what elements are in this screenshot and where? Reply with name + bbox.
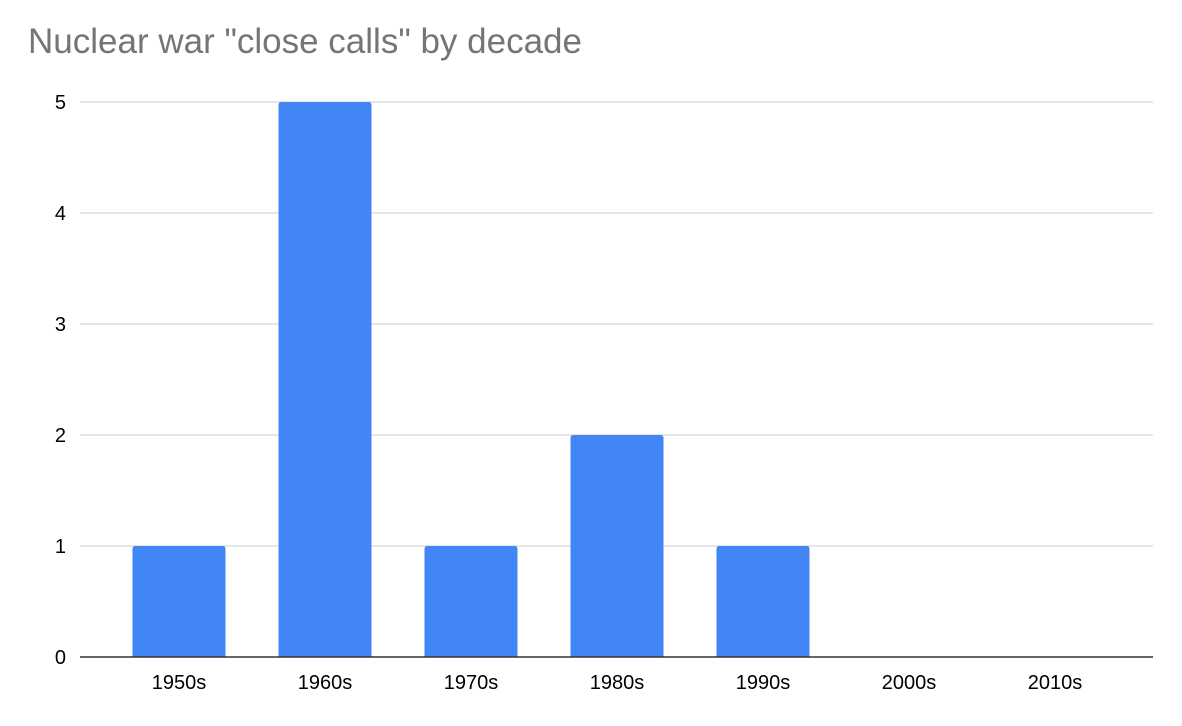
bar-1970s [424, 546, 518, 657]
bar-1990s [716, 546, 810, 657]
y-tick-label: 5 [55, 92, 66, 114]
x-tick-label: 1950s [152, 672, 207, 694]
y-tick-label: 3 [55, 314, 66, 336]
y-axis-ticks: 0 1 2 3 4 5 [55, 92, 66, 669]
bar-1960s [278, 102, 372, 657]
x-tick-label: 2000s [882, 672, 937, 694]
y-tick-label: 1 [55, 536, 66, 558]
y-tick-label: 4 [55, 203, 66, 225]
bar-1980s [570, 435, 664, 657]
bars [132, 102, 810, 657]
y-tick-label: 0 [55, 647, 66, 669]
x-tick-label: 1990s [736, 672, 791, 694]
x-tick-label: 1980s [590, 672, 645, 694]
x-axis-ticks: 1950s 1960s 1970s 1980s 1990s 2000s 2010s [152, 672, 1083, 694]
x-tick-label: 1970s [444, 672, 499, 694]
chart-title: Nuclear war "close calls" by decade [28, 22, 582, 61]
x-tick-label: 1960s [298, 672, 353, 694]
bar-1950s [132, 546, 226, 657]
x-tick-label: 2010s [1028, 672, 1083, 694]
y-tick-label: 2 [55, 425, 66, 447]
